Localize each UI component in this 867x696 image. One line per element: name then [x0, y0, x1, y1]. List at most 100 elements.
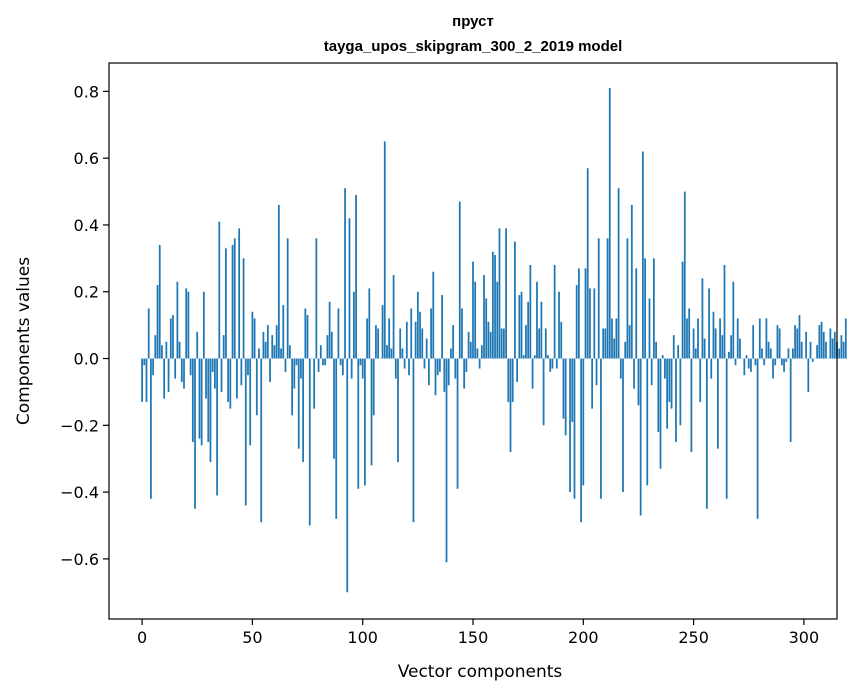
bar [690, 358, 693, 453]
bar [143, 358, 146, 366]
bar [286, 238, 289, 359]
bar [734, 358, 737, 366]
bar [507, 358, 510, 402]
bar [145, 358, 148, 402]
y-axis-ticks: −0.6 −0.4 −0.2 0.0 0.2 0.4 0.6 0.8 [60, 82, 109, 569]
bar [498, 228, 501, 359]
bar [441, 295, 443, 359]
bar [222, 335, 225, 359]
bar [156, 285, 159, 359]
bar [233, 238, 236, 359]
bar [624, 341, 627, 359]
bar [763, 358, 766, 366]
y-tick-label: 0.4 [74, 216, 99, 235]
y-tick-label: −0.2 [60, 416, 99, 435]
bar [324, 358, 327, 366]
bar [238, 228, 241, 359]
bar [236, 358, 238, 399]
bar [183, 358, 185, 389]
bar [582, 358, 585, 486]
bar [355, 194, 357, 359]
bar [480, 345, 483, 359]
x-tick-label: 100 [347, 628, 378, 647]
bar [394, 358, 397, 379]
bar [485, 298, 488, 359]
bar [653, 258, 655, 359]
bar [443, 358, 446, 392]
bar [769, 348, 772, 359]
y-tick-label: 0.6 [74, 149, 99, 168]
bar [496, 281, 499, 359]
bar [668, 358, 671, 402]
y-tick-label: 0.2 [74, 283, 99, 302]
bar [295, 358, 298, 366]
bar [792, 348, 794, 359]
bar [469, 341, 472, 359]
bar [692, 328, 695, 359]
bar [154, 335, 157, 359]
bar [352, 291, 355, 359]
bar [205, 358, 207, 399]
bar [472, 261, 474, 359]
bar [844, 318, 847, 359]
bar [308, 358, 311, 526]
bar [569, 358, 571, 493]
bar [833, 331, 836, 359]
bar [822, 331, 825, 359]
x-tick-label: 300 [789, 628, 820, 647]
chart-title-line2: tayga_upos_skipgram_300_2_2019 model [324, 38, 623, 55]
bar [419, 311, 421, 359]
bar [174, 358, 177, 379]
bar [403, 358, 406, 369]
bar [425, 338, 428, 359]
bar [414, 321, 417, 359]
bar [200, 358, 203, 446]
bar [772, 358, 774, 379]
y-tick-label: 0.8 [74, 82, 99, 101]
bar [736, 318, 739, 359]
bar [337, 308, 340, 359]
bar [578, 268, 580, 359]
bar [586, 168, 589, 359]
bar [198, 358, 201, 439]
bar [202, 291, 205, 359]
bar [277, 204, 280, 359]
bar [783, 358, 785, 372]
bar [227, 358, 229, 402]
bar [185, 288, 188, 359]
bar [664, 358, 666, 379]
bar [677, 345, 680, 359]
bar [800, 341, 803, 359]
bar [432, 271, 435, 359]
bar [368, 288, 371, 359]
bar [584, 268, 587, 359]
bar [661, 355, 664, 359]
bar [573, 358, 576, 499]
bar [412, 358, 415, 523]
bar [366, 318, 368, 359]
bar [216, 358, 218, 496]
bar [450, 348, 452, 359]
bar [701, 278, 704, 359]
bar [811, 358, 814, 362]
bar [370, 358, 373, 466]
bar [326, 335, 329, 359]
bar [330, 331, 333, 359]
bar [838, 348, 841, 359]
bar [699, 358, 702, 402]
bar [580, 358, 582, 523]
bar [476, 348, 479, 359]
bar [553, 265, 556, 359]
bar [633, 358, 635, 389]
bar [359, 358, 362, 366]
bar [187, 291, 190, 359]
bar [774, 358, 777, 366]
bar [505, 228, 507, 359]
bar [608, 88, 611, 359]
bar [589, 288, 591, 359]
bar [500, 328, 503, 359]
bar [723, 265, 726, 359]
bar [721, 335, 724, 359]
bar [787, 348, 790, 359]
